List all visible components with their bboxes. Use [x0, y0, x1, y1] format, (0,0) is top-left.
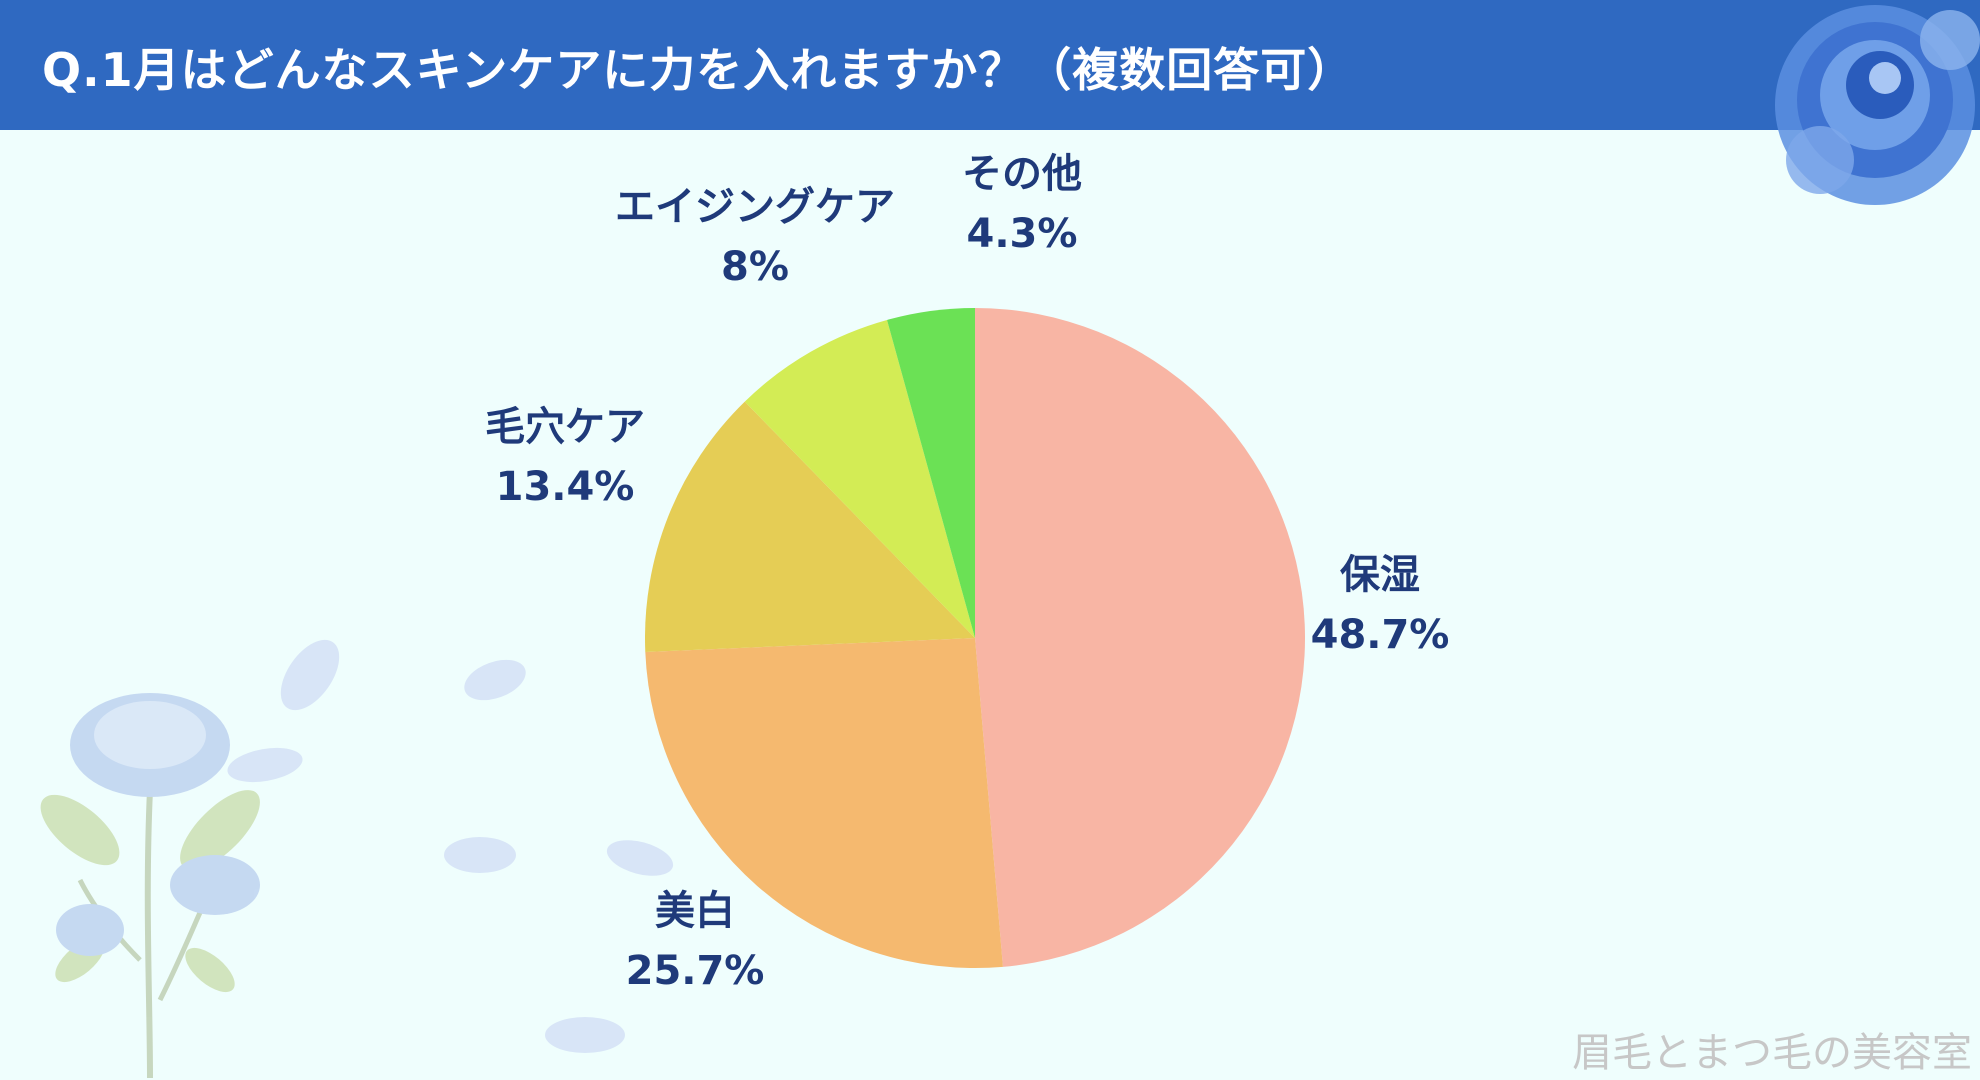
slice-label-4: エイジングケア [615, 184, 895, 230]
rose-top-right-icon [1775, 5, 1980, 205]
slice-value-2: 25.7% [626, 948, 765, 994]
slice-label-5: その他 [962, 151, 1082, 197]
pie-slices [644, 308, 1306, 968]
pie-labels: 保湿 48.7% 美白 25.7% 毛穴ケア 13.4% エイジングケア 8% その他 4.3% [485, 151, 1449, 994]
pie-slice-2 [645, 638, 1003, 968]
watermark: 眉毛とまつ毛の美容室 [1572, 1030, 1972, 1076]
slice-value-1: 48.7% [1311, 612, 1450, 658]
slice-value-5: 4.3% [967, 211, 1078, 257]
slice-label-2: 美白 [655, 888, 735, 934]
pie-slice-4 [744, 319, 975, 638]
slice-value-4: 8% [721, 244, 789, 290]
page-title: Q.1月はどんなスキンケアに力を入れますか？（複数回答可） [42, 43, 1355, 97]
petals-decor [227, 639, 674, 1053]
slice-label-3: 毛穴ケア [485, 404, 645, 450]
rose-bottom-left-icon [40, 693, 260, 1079]
pie-slice-5 [887, 308, 975, 638]
header-bar: Q.1月はどんなスキンケアに力を入れますか？（複数回答可） [0, 0, 1980, 130]
slice-label-1: 保湿 [1340, 552, 1420, 598]
slice-value-3: 13.4% [496, 464, 635, 510]
pie-slice-3 [644, 401, 975, 652]
pie-slice-1 [975, 308, 1306, 967]
